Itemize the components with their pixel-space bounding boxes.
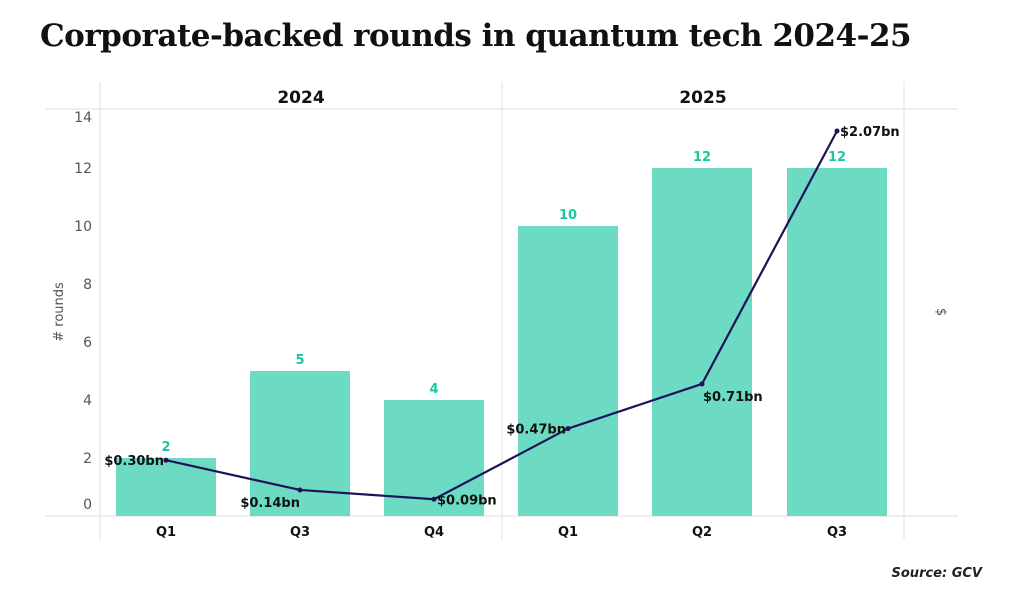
y-tick-label: 12 <box>74 161 92 177</box>
funding-value-label: $0.09bn <box>437 493 497 508</box>
chart-title: Corporate-backed rounds in quantum tech … <box>40 18 912 54</box>
x-tick-label: Q3 <box>290 525 310 540</box>
bar-Q3 <box>250 371 350 516</box>
group-header-2025: 2025 <box>679 88 726 108</box>
bar-Q3 <box>787 168 887 516</box>
source-note: Source: GCV <box>891 566 982 581</box>
funding-line <box>165 130 838 501</box>
bar-value-label: 12 <box>693 150 711 165</box>
x-tick-label: Q1 <box>558 525 578 540</box>
funding-point <box>431 496 437 502</box>
funding-point <box>297 487 303 493</box>
bar-Q1 <box>518 226 618 516</box>
funding-value-label: $0.71bn <box>703 390 763 405</box>
group-header-2024: 2024 <box>277 88 324 108</box>
y-tick-label: 8 <box>83 277 92 293</box>
y-tick-label: 0 <box>83 497 92 513</box>
bar-value-label: 12 <box>828 150 846 165</box>
funding-point <box>834 128 840 134</box>
x-tick-label: Q4 <box>424 525 444 540</box>
funding-point <box>565 426 571 432</box>
y2-axis-title: $ <box>933 308 948 316</box>
bar-value-label: 10 <box>559 208 577 223</box>
bar-value-label: 4 <box>429 382 438 397</box>
x-tick-label: Q3 <box>827 525 847 540</box>
y-axis-title: # rounds <box>52 282 67 342</box>
y-tick-label: 4 <box>83 393 92 409</box>
y-tick-label: 6 <box>83 335 92 351</box>
funding-value-label: $0.30bn <box>104 454 164 469</box>
bar-Q2 <box>652 168 752 516</box>
funding-value-label: $2.07bn <box>840 125 900 140</box>
funding-point <box>699 381 705 387</box>
y-tick-label: 14 <box>74 110 92 126</box>
bar-value-label: 2 <box>161 440 170 455</box>
y-tick-label: 10 <box>74 219 92 235</box>
bar-value-label: 5 <box>295 353 304 368</box>
funding-point <box>163 457 169 463</box>
funding-value-label: $0.14bn <box>240 496 300 511</box>
y-tick-label: 2 <box>83 451 92 467</box>
funding-value-label: $0.47bn <box>506 423 566 438</box>
x-tick-label: Q2 <box>692 525 712 540</box>
x-tick-label: Q1 <box>156 525 176 540</box>
